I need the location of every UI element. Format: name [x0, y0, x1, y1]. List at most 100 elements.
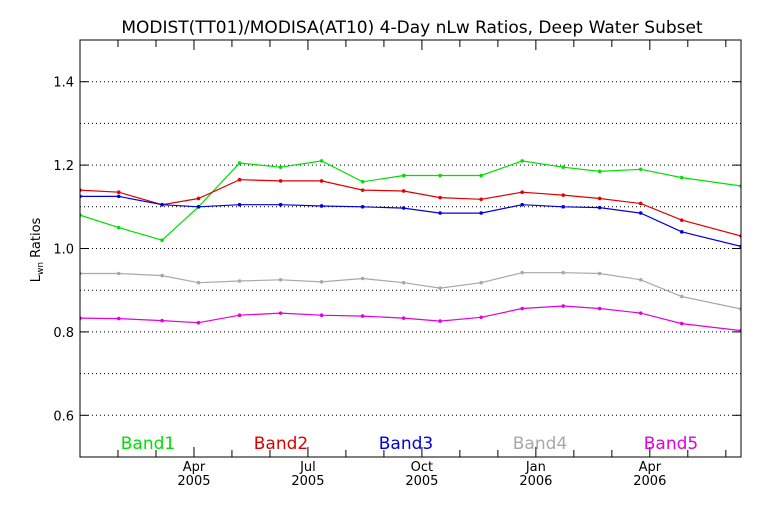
- x-tick-month-label: Jul: [299, 460, 316, 475]
- data-point-band4: [278, 277, 283, 282]
- data-point-band1: [237, 161, 242, 165]
- x-tick-year-label: 2005: [291, 474, 324, 489]
- data-point-band4: [401, 280, 406, 285]
- legend-layer: Band1 Band2 Band3 Band4 Band5: [121, 434, 698, 454]
- x-tick-year-label: 2006: [633, 474, 666, 489]
- y-tick-label: 1.0: [53, 243, 74, 258]
- data-point-band1: [520, 159, 524, 163]
- data-point-band3: [237, 202, 242, 207]
- x-tick-year-label: 2005: [405, 474, 438, 489]
- legend-item-band3: Band3: [379, 434, 433, 454]
- data-point-band1: [116, 225, 121, 230]
- data-point-band4: [438, 286, 442, 290]
- x-tick-year-label: 2006: [519, 474, 552, 489]
- data-point-band2: [438, 195, 442, 200]
- data-point-band2: [278, 179, 283, 183]
- data-point-band1: [401, 173, 406, 178]
- data-point-band2: [196, 196, 201, 201]
- data-point-band1: [438, 173, 442, 178]
- data-point-band3: [319, 204, 324, 208]
- data-point-band2: [401, 189, 406, 193]
- data-point-band4: [160, 273, 164, 278]
- data-point-band5: [520, 306, 524, 311]
- x-tick-month-label: Jan: [525, 460, 546, 475]
- data-point-band4: [597, 271, 602, 276]
- data-point-band1: [561, 165, 566, 169]
- data-point-band4: [360, 276, 365, 281]
- y-tick-label: 1.4: [53, 76, 74, 91]
- data-point-band3: [638, 211, 643, 215]
- data-point-band3: [401, 206, 406, 210]
- data-point-band3: [196, 205, 201, 209]
- data-point-band4: [116, 271, 121, 276]
- data-point-band5: [196, 320, 201, 325]
- data-point-band1: [278, 165, 283, 169]
- data-point-band2: [638, 201, 643, 206]
- data-point-band5: [319, 313, 324, 318]
- series-band5: [80, 304, 741, 333]
- data-point-band1: [679, 175, 684, 180]
- data-point-band1: [360, 179, 365, 184]
- data-point-band2: [679, 218, 684, 222]
- data-point-band4: [561, 270, 566, 275]
- y-tick-label: 0.8: [53, 326, 74, 341]
- data-point-band5: [597, 306, 602, 311]
- data-point-band5: [360, 314, 365, 318]
- data-point-band1: [638, 167, 643, 172]
- legend-item-band2: Band2: [254, 434, 308, 454]
- data-point-band3: [160, 202, 164, 207]
- data-point-band4: [237, 279, 242, 283]
- data-point-band5: [679, 321, 684, 326]
- y-tick-label: 1.2: [53, 159, 74, 174]
- data-point-band5: [278, 311, 283, 315]
- data-point-band3: [116, 194, 121, 199]
- data-point-band4: [319, 280, 324, 284]
- legend-item-band5: Band5: [644, 434, 698, 454]
- data-point-band2: [237, 177, 242, 182]
- data-point-band3: [520, 202, 524, 207]
- data-point-band2: [360, 188, 365, 192]
- data-point-band1: [160, 238, 164, 242]
- series-layer: [80, 159, 741, 333]
- data-point-band5: [401, 316, 406, 320]
- data-point-band1: [479, 173, 483, 178]
- data-point-band4: [638, 277, 643, 282]
- series-band3: [80, 194, 741, 249]
- data-point-band4: [196, 280, 201, 285]
- data-point-band2: [319, 179, 324, 183]
- x-tick-month-label: Oct: [411, 460, 433, 475]
- data-point-band3: [597, 205, 602, 210]
- chart-title: MODIST(TT01)/MODISA(AT10) 4-Day nLw Rati…: [121, 18, 703, 38]
- data-point-band2: [561, 193, 566, 197]
- data-point-band5: [479, 315, 483, 320]
- data-point-band3: [360, 205, 365, 209]
- data-point-band3: [679, 230, 684, 234]
- data-point-band2: [479, 197, 483, 202]
- data-point-band5: [237, 313, 242, 318]
- data-point-band3: [438, 211, 442, 215]
- y-axis-label: Lwn Ratios: [29, 217, 46, 282]
- y-axis-label-rest: Ratios: [29, 217, 44, 262]
- data-point-band5: [116, 316, 121, 321]
- y-axis-label-main: L: [29, 274, 44, 282]
- legend-item-band1: Band1: [121, 434, 175, 454]
- data-point-band2: [116, 190, 121, 195]
- data-point-band5: [638, 311, 643, 315]
- data-point-band3: [561, 205, 566, 209]
- x-tick-year-label: 2005: [177, 474, 210, 489]
- data-point-band4: [520, 270, 524, 275]
- data-point-band2: [597, 196, 602, 201]
- data-point-band2: [520, 190, 524, 195]
- data-point-band5: [160, 318, 164, 323]
- x-tick-month-label: Apr: [639, 460, 662, 475]
- data-point-band5: [561, 304, 566, 308]
- data-point-band5: [438, 319, 442, 323]
- data-point-band4: [679, 294, 684, 299]
- data-point-band1: [319, 159, 324, 163]
- y-tick-label: 0.6: [53, 409, 74, 424]
- data-point-band4: [479, 280, 483, 285]
- axis-layer: 0.60.81.01.21.4Apr2005Jul2005Oct2005Jan2…: [53, 39, 742, 489]
- legend-item-band4: Band4: [513, 434, 567, 454]
